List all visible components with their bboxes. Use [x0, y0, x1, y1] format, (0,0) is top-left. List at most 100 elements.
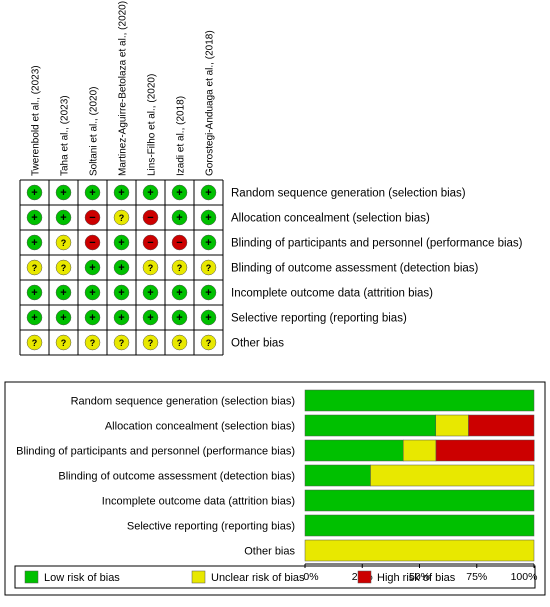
- judgement-symbol: +: [60, 187, 66, 199]
- judgement-symbol: +: [147, 187, 153, 199]
- judgement-dot-low: [171, 184, 188, 201]
- study-label: Taha et al., (2023): [60, 95, 71, 176]
- judgement-symbol: +: [118, 187, 124, 199]
- bar-segment-high: [435, 439, 535, 462]
- domain-label: Blinding of outcome assessment (detectio…: [231, 263, 479, 275]
- judgement-dot-high: [84, 209, 101, 226]
- judgement-symbol: +: [31, 187, 37, 199]
- judgement-symbol: ?: [148, 263, 154, 273]
- judgement-symbol: −: [147, 212, 153, 224]
- judgement-symbol: +: [60, 312, 66, 324]
- judgement-dot-unclear: [113, 209, 130, 226]
- judgement-dot-low: [142, 184, 159, 201]
- risk-of-bias-summary: Twerenbold et al., (2023) Taha et al., (2…: [19, 1, 523, 356]
- bar-segment-high: [468, 414, 535, 437]
- legend-label: High risk of bias: [377, 572, 456, 584]
- legend-swatch-low: [24, 570, 39, 584]
- judgement-dot-low: [26, 284, 43, 301]
- judgement-dot-low: [26, 184, 43, 201]
- x-tick-label: 50%: [409, 571, 430, 583]
- judgement-symbol: ?: [61, 338, 67, 348]
- study-label: Soltani et al., (2020): [89, 87, 100, 177]
- judgement-dot-low: [55, 309, 72, 326]
- judgement-symbol: +: [60, 212, 66, 224]
- bar-segment-unclear: [304, 539, 535, 562]
- judgement-dot-low: [84, 309, 101, 326]
- judgement-symbol: +: [118, 262, 124, 274]
- judgement-symbol: +: [60, 287, 66, 299]
- judgement-symbol: ?: [206, 338, 212, 348]
- legend-frame: [14, 565, 536, 589]
- category-label: Allocation concealment (selection bias): [105, 421, 295, 433]
- judgement-symbol: +: [147, 287, 153, 299]
- judgement-symbol: ?: [148, 338, 154, 348]
- judgement-dot-low: [171, 284, 188, 301]
- legend-swatch-high: [357, 570, 372, 584]
- judgement-symbol: +: [176, 287, 182, 299]
- judgement-symbol: +: [31, 237, 37, 249]
- judgement-dot-low: [142, 309, 159, 326]
- category-label: Random sequence generation (selection bi…: [71, 396, 295, 408]
- judgement-symbol: ?: [177, 338, 183, 348]
- judgement-dot-low: [84, 184, 101, 201]
- judgement-symbol: +: [118, 287, 124, 299]
- legend-swatch-unclear: [191, 570, 206, 584]
- judgement-dot-low: [113, 284, 130, 301]
- judgement-dot-low: [84, 259, 101, 276]
- judgement-dot-unclear: [142, 259, 159, 276]
- bar-segment-unclear: [435, 414, 469, 437]
- judgement-symbol: ?: [61, 238, 67, 248]
- judgement-dot-high: [142, 209, 159, 226]
- judgement-dot-unclear: [55, 334, 72, 351]
- judgement-dot-unclear: [55, 259, 72, 276]
- judgement-dot-low: [26, 234, 43, 251]
- judgement-dot-low: [171, 209, 188, 226]
- judgement-symbol: +: [205, 212, 211, 224]
- judgement-dot-unclear: [84, 334, 101, 351]
- domain-label: Blinding of participants and personnel (…: [231, 238, 523, 250]
- judgement-dot-unclear: [171, 259, 188, 276]
- study-label: Gorostegi-Anduaga et al., (2018): [205, 30, 216, 176]
- legend-label: Unclear risk of bias: [211, 572, 305, 584]
- judgement-dot-low: [113, 234, 130, 251]
- graph-frame: [4, 381, 546, 596]
- judgement-dot-unclear: [113, 334, 130, 351]
- bar-segment-low: [304, 414, 437, 437]
- judgement-symbol: −: [89, 212, 95, 224]
- judgement-symbol: ?: [206, 263, 212, 273]
- judgement-symbol: ?: [32, 263, 38, 273]
- judgement-symbol: +: [118, 237, 124, 249]
- judgement-dot-low: [200, 234, 217, 251]
- judgement-symbol: +: [205, 187, 211, 199]
- category-label: Incomplete outcome data (attrition bias): [102, 496, 295, 508]
- x-tick-label: 75%: [466, 571, 487, 583]
- judgement-symbol: +: [31, 312, 37, 324]
- judgement-dot-low: [55, 209, 72, 226]
- judgement-symbol: ?: [32, 338, 38, 348]
- judgement-symbol: −: [176, 237, 182, 249]
- bar-segment-low: [304, 514, 535, 537]
- judgement-symbol: ?: [177, 263, 183, 273]
- judgement-dot-low: [84, 284, 101, 301]
- judgement-dot-low: [200, 309, 217, 326]
- domain-label: Selective reporting (reporting bias): [231, 313, 407, 325]
- study-label: Lins-Filho et al., (2020): [147, 74, 158, 176]
- risk-of-bias-graph: Random sequence generation (selection bi…: [4, 381, 546, 596]
- judgement-dot-low: [26, 309, 43, 326]
- judgement-dot-low: [200, 284, 217, 301]
- x-tick-label: 100%: [511, 571, 538, 583]
- judgement-dot-high: [171, 234, 188, 251]
- category-label: Blinding of outcome assessment (detectio…: [58, 471, 295, 483]
- judgement-symbol: +: [118, 312, 124, 324]
- study-label: Martinez-Aguirre-Betolaza et al., (2020): [118, 1, 129, 176]
- x-tick-label: 0%: [303, 571, 318, 583]
- judgement-symbol: +: [31, 287, 37, 299]
- category-label: Other bias: [244, 546, 295, 558]
- judgement-dot-low: [113, 309, 130, 326]
- bar-segment-low: [304, 489, 535, 512]
- judgement-symbol: ?: [90, 338, 96, 348]
- judgement-dot-unclear: [55, 234, 72, 251]
- category-label: Selective reporting (reporting bias): [127, 521, 295, 533]
- judgement-dot-low: [200, 184, 217, 201]
